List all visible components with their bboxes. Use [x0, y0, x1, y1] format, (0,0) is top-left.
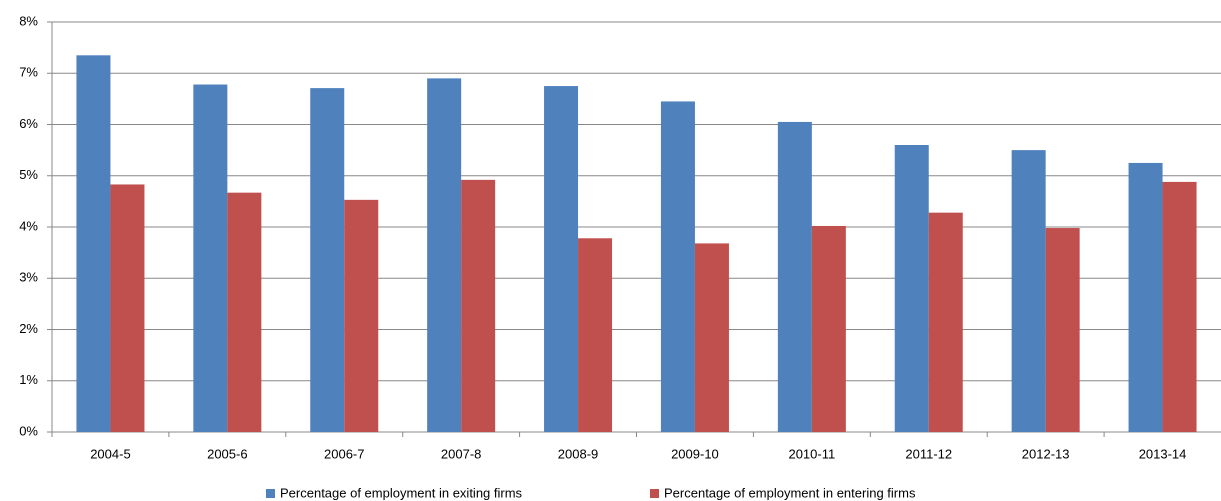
- legend-swatch: [650, 489, 659, 498]
- x-tick-label: 2006-7: [324, 446, 364, 461]
- x-tick-label: 2011-12: [905, 446, 952, 461]
- x-tick-label: 2013-14: [1139, 446, 1187, 461]
- legend-label: Percentage of employment in entering fir…: [664, 485, 916, 500]
- y-tick-label: 2%: [19, 321, 38, 336]
- bar: [777, 121, 812, 432]
- y-tick-label: 3%: [19, 270, 38, 285]
- x-tick-label: 2010-11: [788, 446, 835, 461]
- y-tick-label: 7%: [19, 65, 38, 80]
- y-tick-label: 1%: [19, 372, 38, 387]
- bar: [811, 225, 846, 432]
- bar: [694, 243, 729, 432]
- bar: [578, 238, 613, 432]
- bar: [227, 192, 262, 432]
- bar: [427, 78, 462, 432]
- bar: [344, 199, 379, 432]
- x-tick-label: 2008-9: [558, 446, 598, 461]
- y-tick-label: 5%: [19, 167, 38, 182]
- bar: [544, 86, 579, 432]
- y-tick-label: 0%: [19, 423, 38, 438]
- bar: [76, 55, 111, 432]
- bar: [1011, 150, 1046, 432]
- bar: [894, 145, 929, 432]
- legend-label: Percentage of employment in exiting firm…: [280, 485, 523, 500]
- y-tick-label: 6%: [19, 116, 38, 131]
- bar: [1128, 162, 1163, 432]
- legend-swatch: [266, 489, 275, 498]
- y-tick-label: 4%: [19, 218, 38, 233]
- bar: [660, 101, 695, 432]
- bar: [461, 179, 496, 432]
- y-tick-label: 8%: [19, 13, 38, 28]
- bar: [110, 184, 145, 432]
- bar: [310, 88, 345, 433]
- x-tick-label: 2012-13: [1022, 446, 1070, 461]
- bar: [1162, 181, 1197, 432]
- x-tick-label: 2009-10: [671, 446, 719, 461]
- bar: [193, 84, 228, 433]
- x-tick-label: 2007-8: [441, 446, 481, 461]
- x-tick-label: 2005-6: [207, 446, 247, 461]
- bar: [928, 212, 963, 432]
- bar: [1045, 228, 1080, 432]
- x-tick-label: 2004-5: [90, 446, 130, 461]
